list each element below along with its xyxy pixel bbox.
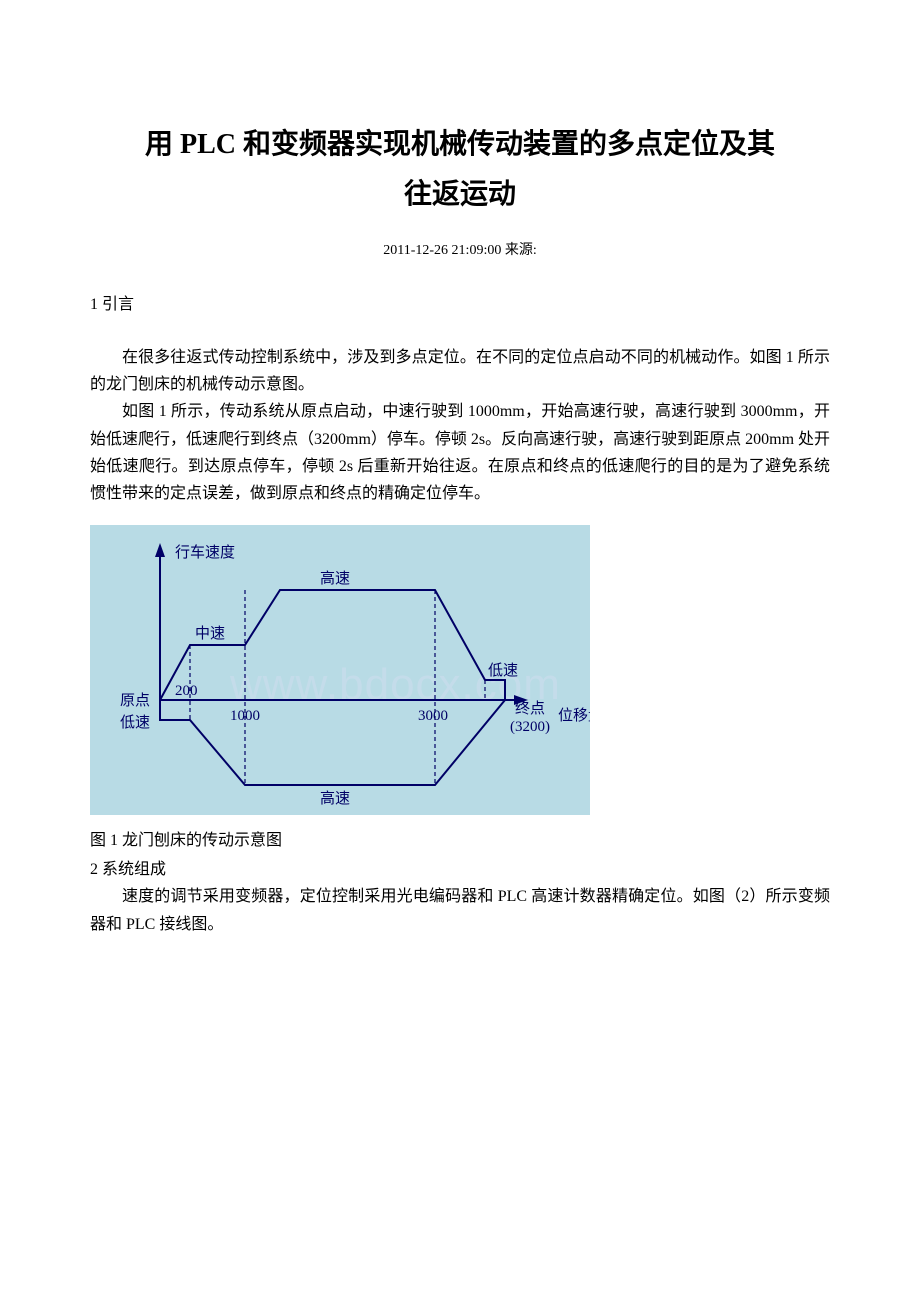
label-high-top: 高速 [320,570,350,587]
title-line-2: 往返运动 [90,170,830,220]
label-tick-200: 200 [175,683,198,699]
section-1-heading: 1 引言 [90,291,830,318]
label-tick-3000: 3000 [418,708,448,724]
label-y-axis: 行车速度 [175,544,235,561]
paragraph-2: 如图 1 所示，传动系统从原点启动，中速行驶到 1000mm，开始高速行驶，高速… [90,398,830,507]
label-low-right: 低速 [488,662,518,679]
paragraph-1: 在很多往返式传动控制系统中，涉及到多点定位。在不同的定位点启动不同的机械动作。如… [90,344,830,398]
figure-1-caption: 图 1 龙门刨床的传动示意图 [90,827,830,854]
figure-1-container: www.bdocx.com 行车速度 高速 中速 低速 原点 [90,525,830,815]
label-endpoint: 终点 [515,700,545,717]
paragraph-3: 速度的调节采用变频器，定位控制采用光电编码器和 PLC 高速计数器精确定位。如图… [90,883,830,937]
label-low-left: 低速 [120,714,150,731]
document-title: 用 PLC 和变频器实现机械传动装置的多点定位及其 往返运动 [90,120,830,221]
document-meta: 2011-12-26 21:09:00 来源: [90,239,830,259]
section-2-heading: 2 系统组成 [90,856,830,883]
label-endpoint-val: (3200) [510,719,550,735]
label-tick-1000: 1000 [230,708,260,724]
figure-svg: 行车速度 高速 中速 低速 原点 低速 200 1000 3000 终点 (32… [90,525,590,815]
figure-1: www.bdocx.com 行车速度 高速 中速 低速 原点 [90,525,590,815]
label-x-axis: 位移量 [558,707,590,724]
label-mid: 中速 [195,625,225,642]
label-high-bottom: 高速 [320,790,350,807]
title-line-1: 用 PLC 和变频器实现机械传动装置的多点定位及其 [90,120,830,170]
label-origin: 原点 [120,692,150,709]
